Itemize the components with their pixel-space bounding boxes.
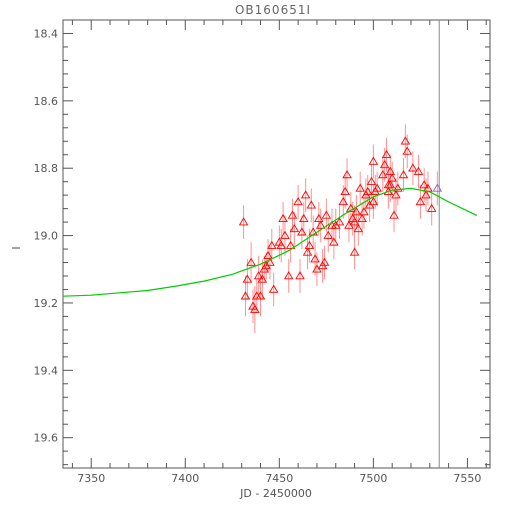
data-point-triangle [421,190,431,199]
x-tick-label: 7350 [77,472,105,485]
data-point-triangle [426,203,437,212]
data-point-triangle [400,136,411,145]
data-point-triangle [379,159,390,169]
y-tick-label: 19.4 [34,364,59,377]
data-point-triangle [385,180,396,189]
data-point-triangle [314,213,324,222]
data-point-triangle [366,176,377,185]
data-point-triangle [295,271,305,280]
y-tick-label: 18.6 [34,95,59,108]
data-point-triangle [377,170,388,179]
data-point-triangle [415,197,426,206]
data-point-triangle [323,230,334,239]
data-point-triangle [242,274,253,283]
y-tick-label: 18.4 [34,27,59,40]
data-point-triangle [334,217,345,226]
data-point-triangle [310,254,320,263]
axis-ticks [63,19,490,468]
y-tick-label: 18.8 [34,162,59,175]
x-tick-label: 7450 [265,472,293,485]
data-point-triangle [300,190,311,199]
data-point-triangle [298,213,309,222]
y-tick-label: 19.0 [34,230,59,243]
y-tick-label: 19.2 [34,297,59,310]
data-point-triangle [408,163,418,172]
data-point-triangle [276,240,286,249]
data-point-triangle [389,210,399,219]
data-point-triangle [353,223,364,233]
data-points [238,136,443,313]
data-point-triangle [315,220,326,229]
y-tick-label: 19.6 [34,432,59,445]
data-point-triangle [268,284,279,293]
data-point-triangle [393,183,403,192]
x-tick-label: 7500 [359,472,387,485]
data-point-triangle [280,230,290,239]
data-point-triangle [278,213,288,222]
data-point-triangle [246,257,256,266]
data-point-triangle [346,203,356,212]
data-point-triangle [302,247,313,256]
chart-title: OB160651I [235,3,311,17]
data-point-triangle [349,247,360,256]
data-point-triangle [351,207,362,216]
data-point-triangle [340,186,350,196]
plot-frame [62,19,491,469]
data-point-triangle [402,146,413,155]
y-axis-label: I [10,246,23,249]
data-point-triangle [293,197,303,206]
data-point-triangle [359,207,369,216]
data-point-triangle [329,237,339,246]
data-point-triangle [304,240,315,249]
tick-labels: 7350 7400 7450 7500 7550 18.4 18.6 18.8 19.0 19.2… [34,27,482,485]
data-point-triangle [413,166,424,175]
data-point-triangle [255,291,266,300]
data-point-triangle [398,170,409,179]
data-point-triangle [289,223,300,233]
data-point-triangle [240,291,251,300]
data-point-triangle [338,197,349,206]
data-point-triangle [362,186,373,196]
data-point-triangle [387,173,397,182]
data-point-triangle [321,210,332,219]
data-point-triangle [368,197,379,206]
data-point-triangle [285,240,296,249]
x-tick-label: 7550 [453,472,481,485]
data-point-triangle [381,149,392,158]
data-point-triangle [306,200,317,209]
data-point-triangle [319,257,330,266]
data-point-triangle [265,257,275,266]
data-point-triangle [253,271,264,280]
data-point-triangle [385,166,396,175]
data-point-triangle [357,213,367,222]
data-point-triangle [368,156,379,165]
data-point-triangle [432,183,443,192]
data-point-triangle [391,190,401,199]
data-point-triangle [349,217,360,226]
data-point-triangle [297,227,307,236]
model-curve [62,187,478,297]
data-point-triangle [238,217,249,226]
error-bars [243,124,438,334]
data-point-triangle [287,210,298,219]
data-point-triangle [355,183,365,192]
x-axis-label: JD - 2450000 [239,487,312,500]
data-point-triangle [250,304,260,313]
data-point-triangle [342,170,352,179]
data-point-triangle [372,183,382,192]
data-point-triangle [257,274,268,283]
data-point-triangle [263,250,273,260]
x-tick-label: 7400 [171,472,199,485]
data-point-triangle [419,180,429,189]
data-point-triangle [267,240,277,249]
data-point-triangle [283,271,294,280]
